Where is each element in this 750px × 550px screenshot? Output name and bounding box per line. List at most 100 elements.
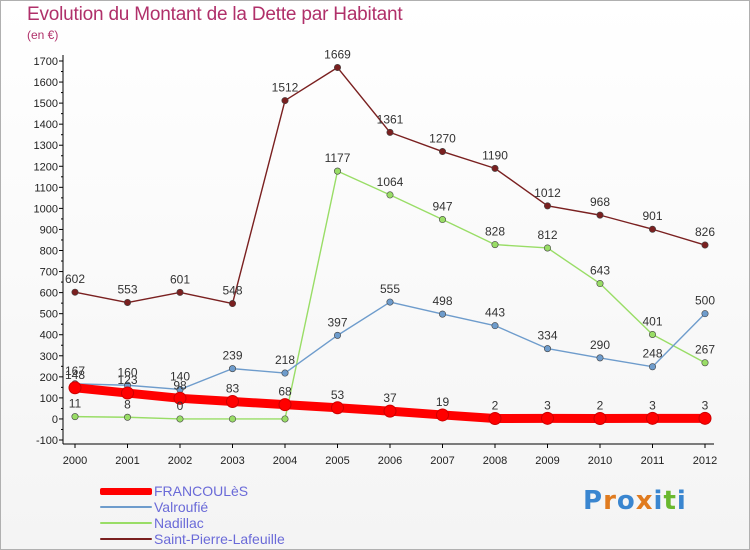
x-tick-label: 2000 [63,455,87,467]
data-label-saint-pierre-lafeuille: 901 [642,209,662,223]
data-point-valroufie [596,354,604,362]
data-label-francoules: 53 [331,388,345,402]
data-point-saint-pierre-lafeuille [229,300,237,308]
data-point-valroufie [543,345,551,353]
x-tick-label: 2012 [693,455,717,467]
data-point-valroufie [438,310,446,318]
data-point-francoules [173,391,187,405]
data-point-francoules [436,408,449,422]
data-point-valroufie [386,298,394,306]
data-label-valroufie: 218 [275,353,295,367]
data-point-nadillac [333,167,341,175]
data-label-saint-pierre-lafeuille: 1512 [272,81,299,95]
data-label-nadillac: 8 [124,397,131,411]
data-point-valroufie [491,322,499,330]
y-tick-label: 500 [40,309,58,321]
data-label-nadillac: 828 [485,225,505,239]
y-tick-label: 600 [40,288,58,300]
data-label-francoules: 148 [65,368,85,382]
legend-label-valroufie: Valroufié [154,499,209,515]
data-label-saint-pierre-lafeuille: 826 [695,225,715,239]
data-label-valroufie: 334 [537,329,557,343]
data-point-francoules [698,411,712,425]
data-point-valroufie [701,310,709,318]
data-label-saint-pierre-lafeuille: 1270 [429,132,456,146]
data-point-saint-pierre-lafeuille [701,241,709,249]
proxiti-logo: Proxiti [583,486,687,516]
data-point-nadillac [281,415,289,423]
data-label-saint-pierre-lafeuille: 1669 [324,48,351,62]
data-point-saint-pierre-lafeuille [596,211,604,219]
data-point-francoules [121,386,134,400]
data-point-saint-pierre-lafeuille [124,299,132,307]
data-point-saint-pierre-lafeuille [648,225,656,233]
x-tick-label: 2008 [483,455,507,467]
x-tick-label: 2003 [220,455,244,467]
data-point-francoules [383,404,397,418]
data-point-valroufie [333,331,341,339]
data-point-nadillac [229,415,237,423]
data-label-valroufie: 167 [65,364,85,378]
y-tick-label: 200 [40,372,58,384]
y-tick-label: 800 [40,246,58,258]
x-tick-label: 2002 [168,455,192,467]
data-point-francoules [541,411,554,425]
y-tick-label: 1000 [34,203,58,215]
data-point-nadillac [71,413,79,421]
data-point-valroufie [281,369,289,377]
y-tick-label: 1400 [34,119,58,131]
logo-letter: r [603,486,617,516]
logo-letter: x [635,486,654,516]
data-label-francoules: 123 [117,373,137,387]
y-tick-label: 900 [40,224,58,236]
data-label-valroufie: 555 [380,282,400,296]
data-label-nadillac: 1064 [377,175,404,189]
data-label-valroufie: 290 [590,338,610,352]
legend-swatch-valroufie [100,506,152,508]
chart-title: Evolution du Montant de la Dette par Hab… [27,4,403,25]
data-label-saint-pierre-lafeuille: 553 [117,283,137,297]
data-label-francoules: 19 [436,395,450,409]
data-label-valroufie: 239 [222,349,242,363]
data-point-nadillac [543,244,551,252]
data-label-valroufie: 443 [485,306,505,320]
y-tick-label: 1100 [34,182,58,194]
legend-swatch-saint-pierre-lafeuille [100,538,152,540]
data-point-nadillac [386,191,394,199]
data-point-francoules [68,381,82,395]
data-label-valroufie: 498 [432,294,452,308]
y-tick-label: 300 [40,351,58,363]
data-point-saint-pierre-lafeuille [71,288,79,296]
data-point-nadillac [596,280,604,288]
data-point-francoules [593,412,607,426]
y-tick-label: 1200 [34,161,58,173]
data-label-valroufie: 140 [170,369,190,383]
legend-item-francoules: FRANCOULèS [100,483,420,499]
y-tick-label: 1600 [34,77,58,89]
data-label-valroufie: 160 [117,365,137,379]
x-tick-label: 2010 [588,455,612,467]
y-tick-label: 1500 [34,98,58,110]
data-label-nadillac: 643 [590,264,610,278]
data-label-francoules: 98 [173,378,187,392]
data-point-nadillac [176,415,184,423]
logo-letter: P [583,486,604,516]
data-label-nadillac: 267 [695,343,715,357]
x-tick-label: 2007 [430,455,454,467]
data-point-francoules [226,394,239,408]
data-label-francoules: 37 [383,391,397,405]
x-tick-label: 2009 [535,455,559,467]
data-label-francoules: 2 [492,399,499,413]
legend-label-francoules: FRANCOULèS [154,483,249,499]
data-label-nadillac: 11 [69,397,82,411]
data-point-saint-pierre-lafeuille [386,128,394,136]
data-label-valroufie: 500 [695,294,715,308]
x-tick-label: 2005 [325,455,349,467]
data-point-saint-pierre-lafeuille [176,288,184,296]
logo-letter: t [663,486,677,516]
legend-item-valroufie: Valroufié [100,499,420,515]
data-point-saint-pierre-lafeuille [491,164,499,172]
data-label-saint-pierre-lafeuille: 548 [222,284,242,298]
